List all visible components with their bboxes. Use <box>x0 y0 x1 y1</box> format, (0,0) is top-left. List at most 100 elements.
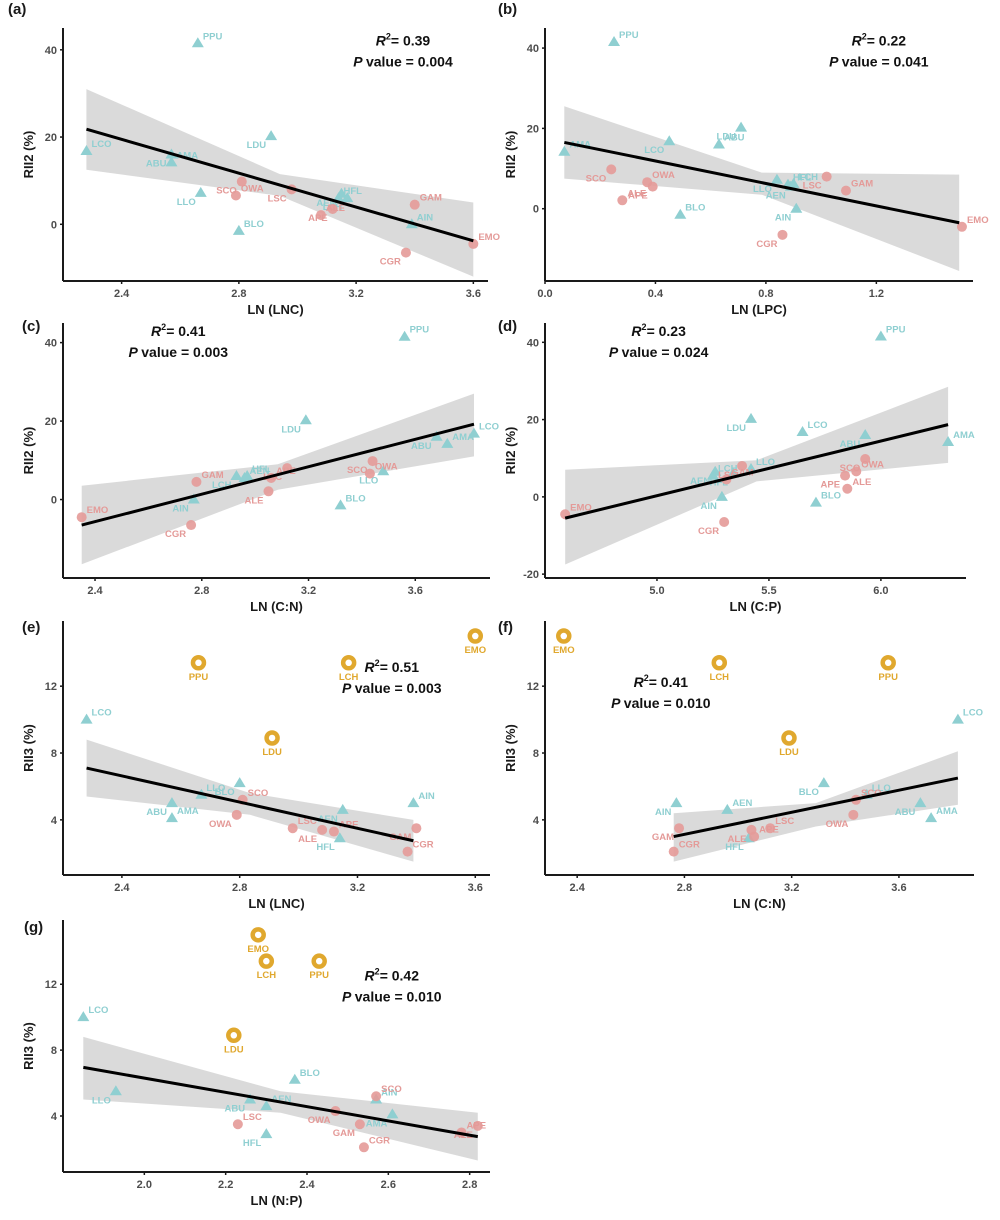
point-lco <box>77 1011 90 1022</box>
point-gam <box>191 476 202 487</box>
point-label: BLO <box>244 219 264 230</box>
panel-label: (f) <box>498 619 513 636</box>
confidence-band <box>565 386 949 565</box>
point-ppu <box>874 330 887 341</box>
p-value: P value = 0.004 <box>353 54 453 70</box>
point-label: CGR <box>756 239 777 250</box>
regression-line <box>86 127 474 243</box>
point-ain <box>187 493 200 504</box>
point-lsc <box>287 823 298 834</box>
y-tick-label: 8 <box>51 1045 57 1057</box>
y-axis-label: RII2 (%) <box>503 131 518 179</box>
point-label: PPU <box>886 325 906 336</box>
x-tick-label: 1.2 <box>869 288 884 300</box>
x-tick-label: 3.2 <box>301 585 316 597</box>
point-label: CGR <box>165 529 186 540</box>
point-label: ABU <box>724 132 745 143</box>
point-label: AEN <box>690 476 710 487</box>
point-cgr <box>668 846 679 857</box>
point-label: AEN <box>249 466 269 477</box>
x-axis-label: LN (C:P) <box>730 599 782 614</box>
point-ale <box>263 486 274 497</box>
point-label: LCH <box>339 672 359 683</box>
point-ppu <box>608 36 621 47</box>
regression-line <box>86 766 414 843</box>
point-label: ALE <box>298 834 317 845</box>
point-ape <box>327 204 338 215</box>
point-label: EMO <box>478 232 500 243</box>
point-label: LSC <box>298 816 317 827</box>
point-label: LDU <box>726 423 746 434</box>
point-label: LSC <box>243 1112 262 1123</box>
panel-d: PPULDULCOABUAMAAENLCHHFLLLOAINBLOLSCGAMC… <box>498 318 975 614</box>
point-emo <box>467 628 484 644</box>
point-label: AMA <box>366 1118 388 1129</box>
point-sco <box>371 1091 382 1102</box>
y-tick-label: 8 <box>51 748 57 760</box>
point-label: BLO <box>215 787 235 798</box>
point-label: BLO <box>821 491 841 502</box>
point-lch <box>711 655 728 671</box>
point-emo <box>956 221 967 232</box>
y-tick-label: 20 <box>527 123 539 135</box>
point-label: AMA <box>177 806 199 817</box>
point-lco <box>796 425 809 436</box>
point-label: LDU <box>779 747 799 758</box>
point-cgr <box>402 846 413 857</box>
point-label: LSC <box>803 181 822 192</box>
y-axis-label: RII3 (%) <box>21 1022 36 1070</box>
point-lch <box>341 192 354 203</box>
point-label: PPU <box>189 672 209 683</box>
x-tick-label: 2.8 <box>232 882 247 894</box>
point-label: AMA <box>176 150 198 161</box>
point-llo <box>770 173 783 184</box>
point-ppu <box>191 37 204 48</box>
point-abu <box>914 797 927 808</box>
x-tick-label: 2.2 <box>218 1179 233 1191</box>
point-label: EMO <box>247 944 269 955</box>
point-blo <box>233 777 246 788</box>
x-tick-label: 2.4 <box>87 585 103 597</box>
point-label: LLO <box>756 457 775 468</box>
point-owa <box>851 466 862 477</box>
point-label: PPU <box>619 30 639 41</box>
point-ama <box>558 145 571 156</box>
point-label: LSC <box>775 816 794 827</box>
point-label: LLO <box>92 1095 111 1106</box>
point-lco <box>951 713 964 724</box>
point-ama <box>441 437 454 448</box>
p-value: P value = 0.024 <box>609 344 709 360</box>
x-tick-label: 2.4 <box>570 882 586 894</box>
x-tick-label: 2.4 <box>299 1179 315 1191</box>
y-tick-label: 4 <box>51 1111 58 1123</box>
x-tick-label: 3.6 <box>891 882 906 894</box>
point-label: GAM <box>333 1128 355 1139</box>
point-label: ALE <box>627 188 646 199</box>
point-label: SCO <box>586 173 607 184</box>
point-lsc <box>821 171 832 182</box>
point-label: PPU <box>410 325 430 336</box>
y-tick-label: 12 <box>45 979 57 991</box>
y-tick-label: 20 <box>45 416 57 428</box>
point-blo <box>334 499 347 510</box>
point-label: LCO <box>963 708 983 719</box>
point-label: OWA <box>375 462 398 473</box>
point-ape <box>328 826 339 837</box>
point-label: GAM <box>420 193 442 204</box>
point-label: PPU <box>878 672 898 683</box>
y-tick-label: 0 <box>51 495 57 507</box>
x-tick-label: 0.0 <box>537 288 552 300</box>
point-sco <box>860 454 871 464</box>
point-abu <box>859 429 872 440</box>
point-label: ALE <box>727 834 746 845</box>
point-label: LCO <box>91 139 111 150</box>
y-tick-label: 0 <box>533 204 539 216</box>
x-tick-label: 5.5 <box>761 585 776 597</box>
point-label: LDU <box>262 747 282 758</box>
point-label: HFL <box>316 842 335 853</box>
point-ppu <box>398 330 411 341</box>
point-label: CGR <box>380 257 401 268</box>
point-label: CGR <box>413 840 434 851</box>
point-label: AMA <box>953 430 975 441</box>
x-tick-label: 3.6 <box>466 288 481 300</box>
